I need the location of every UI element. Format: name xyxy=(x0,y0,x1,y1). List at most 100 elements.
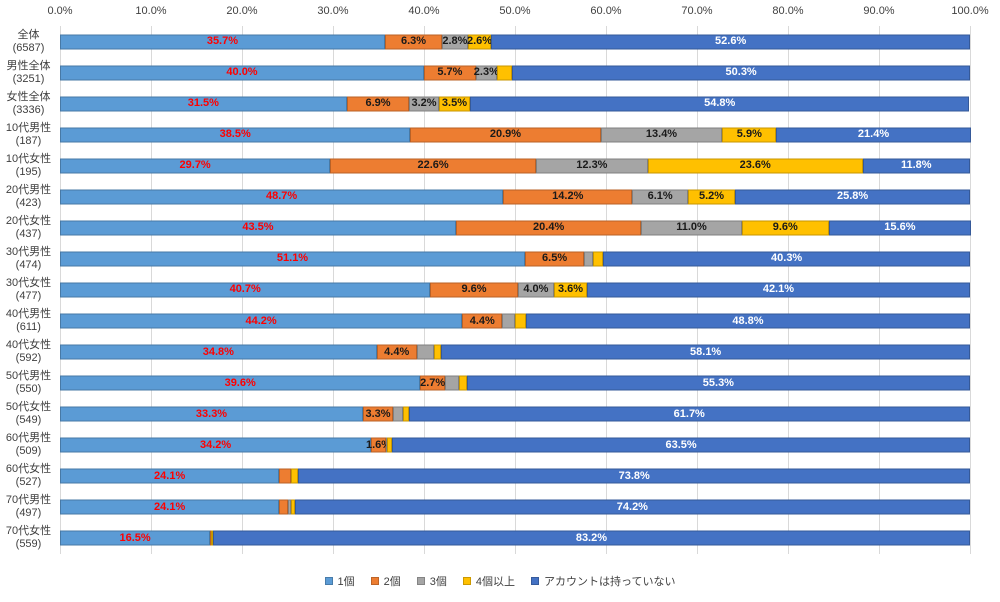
stacked-bar: 43.5% 20.4% 11.0% 9.6% 15.6% xyxy=(60,220,971,236)
data-label: 25.8% xyxy=(836,190,869,203)
bar-segment-2個: 1.6% xyxy=(366,437,391,453)
category-count: (3251) xyxy=(12,72,45,85)
category-count: (437) xyxy=(15,227,42,240)
bar-segment-アカウントは持っていない: 52.6% xyxy=(491,34,970,50)
bar-segment-1個: 31.5% xyxy=(60,96,347,112)
bar-row: 43.5% 20.4% 11.0% 9.6% 15.6% xyxy=(60,212,971,243)
stacked-bar: 31.5% 6.9% 3.2% 3.5% 54.8% xyxy=(60,96,970,112)
x-axis-tick: 0.0% xyxy=(47,5,73,17)
bar-segment-アカウントは持っていない: 55.3% xyxy=(466,375,970,391)
bar-row: 24.1% 74.2% xyxy=(60,492,970,523)
category-count: (497) xyxy=(15,507,42,520)
stacked-bar: 33.3% 3.3% 61.7% xyxy=(60,406,970,422)
bar-segment-アカウントは持っていない: 74.2% xyxy=(294,499,970,515)
data-label: 54.8% xyxy=(704,97,736,110)
bar-segment-アカウントは持っていない: 48.8% xyxy=(525,313,970,329)
category-label: 男性全体 (3251) xyxy=(0,57,57,88)
category-label: 50代男性 (550) xyxy=(0,368,57,399)
stacked-bar: 38.5% 20.9% 13.4% 5.9% 21.4% xyxy=(60,127,971,143)
bar-segment-2個: 14.2% xyxy=(503,189,633,205)
gridline xyxy=(969,26,971,554)
bar-segment-1個: 43.5% xyxy=(60,220,456,236)
data-label: 6.3% xyxy=(400,35,427,48)
data-label: 51.1% xyxy=(276,252,309,265)
data-label: 21.4% xyxy=(857,128,890,141)
category-name: 男性全体 xyxy=(6,59,51,72)
bar-segment-3個: 2.3% xyxy=(474,65,499,81)
category-name: 70代男性 xyxy=(5,494,52,507)
category-axis: 全体 (6587) 男性全体 (3251) 女性全体 (3336) 10代男性 (187) 10… xyxy=(0,26,57,554)
bar-segment-アカウントは持っていない: 40.3% xyxy=(603,251,970,267)
bar-segment-3個 xyxy=(288,499,292,515)
data-label: 50.3% xyxy=(725,66,757,79)
plot-area: 35.7% 6.3% 2.8% 2.6% 52.6% 40.0% 5.7% 2.3% 50.3%… xyxy=(59,26,971,554)
data-label: 44.2% xyxy=(245,314,277,327)
category-count: (592) xyxy=(15,352,42,365)
bar-segment-4個以上: 2.6% xyxy=(466,34,493,50)
category-name: 60代女性 xyxy=(5,463,52,476)
data-label: 40.0% xyxy=(226,66,258,79)
data-label: 13.4% xyxy=(645,128,678,141)
stacked-bar: 48.7% 14.2% 6.1% 5.2% 25.8% xyxy=(60,189,970,205)
legend-marker-icon xyxy=(370,577,379,585)
category-label: 20代女性 (437) xyxy=(0,212,57,243)
data-label: 23.6% xyxy=(739,159,771,172)
data-label: 2.6% xyxy=(466,35,493,48)
x-axis-tick: 80.0% xyxy=(772,5,804,17)
data-label: 24.1% xyxy=(154,500,186,513)
data-label: 34.2% xyxy=(200,438,232,451)
data-label: 40.7% xyxy=(229,283,261,296)
data-label: 83.2% xyxy=(575,531,608,544)
legend-label: アカウントは持っていない xyxy=(544,576,676,588)
category-name: 50代男性 xyxy=(5,370,52,383)
bar-segment-3個: 12.3% xyxy=(535,158,648,174)
data-label: 20.9% xyxy=(489,128,522,141)
data-label: 31.5% xyxy=(187,97,219,110)
bar-row: 34.8% 4.4% 58.1% xyxy=(60,337,970,368)
category-label: 70代男性 (497) xyxy=(0,492,57,523)
bar-segment-アカウントは持っていない: 54.8% xyxy=(470,96,970,112)
legend-item: 4個以上 xyxy=(462,573,516,589)
category-label: 40代女性 (592) xyxy=(0,337,57,368)
data-label: 42.1% xyxy=(762,283,795,296)
data-label: 6.5% xyxy=(542,252,568,265)
category-name: 40代女性 xyxy=(5,339,52,352)
bar-segment-2個 xyxy=(210,530,212,546)
x-axis-tick: 10.0% xyxy=(135,5,167,17)
x-axis-tick: 30.0% xyxy=(317,5,349,17)
bar-segment-3個: 11.0% xyxy=(641,220,742,236)
legend-label: 4個以上 xyxy=(475,576,516,588)
data-label: 6.1% xyxy=(647,190,673,203)
bar-segment-3個: 2.8% xyxy=(442,34,468,50)
category-count: (527) xyxy=(15,476,42,489)
bar-segment-2個: 6.5% xyxy=(525,251,585,267)
bar-segment-1個: 24.1% xyxy=(60,499,280,515)
data-label: 29.7% xyxy=(179,159,211,172)
bar-segment-1個: 48.7% xyxy=(60,189,504,205)
data-label: 4.0% xyxy=(523,283,549,296)
bar-segment-2個: 9.6% xyxy=(430,282,518,298)
bar-row: 35.7% 6.3% 2.8% 2.6% 52.6% xyxy=(60,26,970,57)
bar-segment-1個: 51.1% xyxy=(60,251,525,267)
data-label: 22.6% xyxy=(417,159,449,172)
stacked-bar: 34.8% 4.4% 58.1% xyxy=(60,344,970,360)
bar-segment-2個: 6.9% xyxy=(346,96,410,112)
bar-segment-1個: 34.8% xyxy=(60,344,377,360)
bar-segment-アカウントは持っていない: 63.5% xyxy=(392,437,970,453)
bar-segment-3個 xyxy=(416,344,434,360)
data-label: 12.3% xyxy=(576,159,608,172)
data-label: 16.5% xyxy=(119,531,151,544)
bar-row: 51.1% 6.5% 40.3% xyxy=(60,243,970,274)
bar-segment-4個以上 xyxy=(434,344,442,360)
bar-segment-4個以上 xyxy=(496,65,513,81)
bar-row: 38.5% 20.9% 13.4% 5.9% 21.4% xyxy=(60,119,971,150)
bar-segment-1個: 35.7% xyxy=(60,34,385,50)
data-label: 15.6% xyxy=(884,221,916,234)
data-label: 48.8% xyxy=(732,314,764,327)
data-label: 43.5% xyxy=(242,221,274,234)
legend-label: 1個 xyxy=(337,576,355,588)
bar-segment-2個: 5.7% xyxy=(424,65,476,81)
stacked-bar: 29.7% 22.6% 12.3% 23.6% 11.8% xyxy=(60,158,970,174)
stacked-bar: 16.5% 83.2% xyxy=(60,530,970,546)
bar-segment-1個: 34.2% xyxy=(60,437,372,453)
